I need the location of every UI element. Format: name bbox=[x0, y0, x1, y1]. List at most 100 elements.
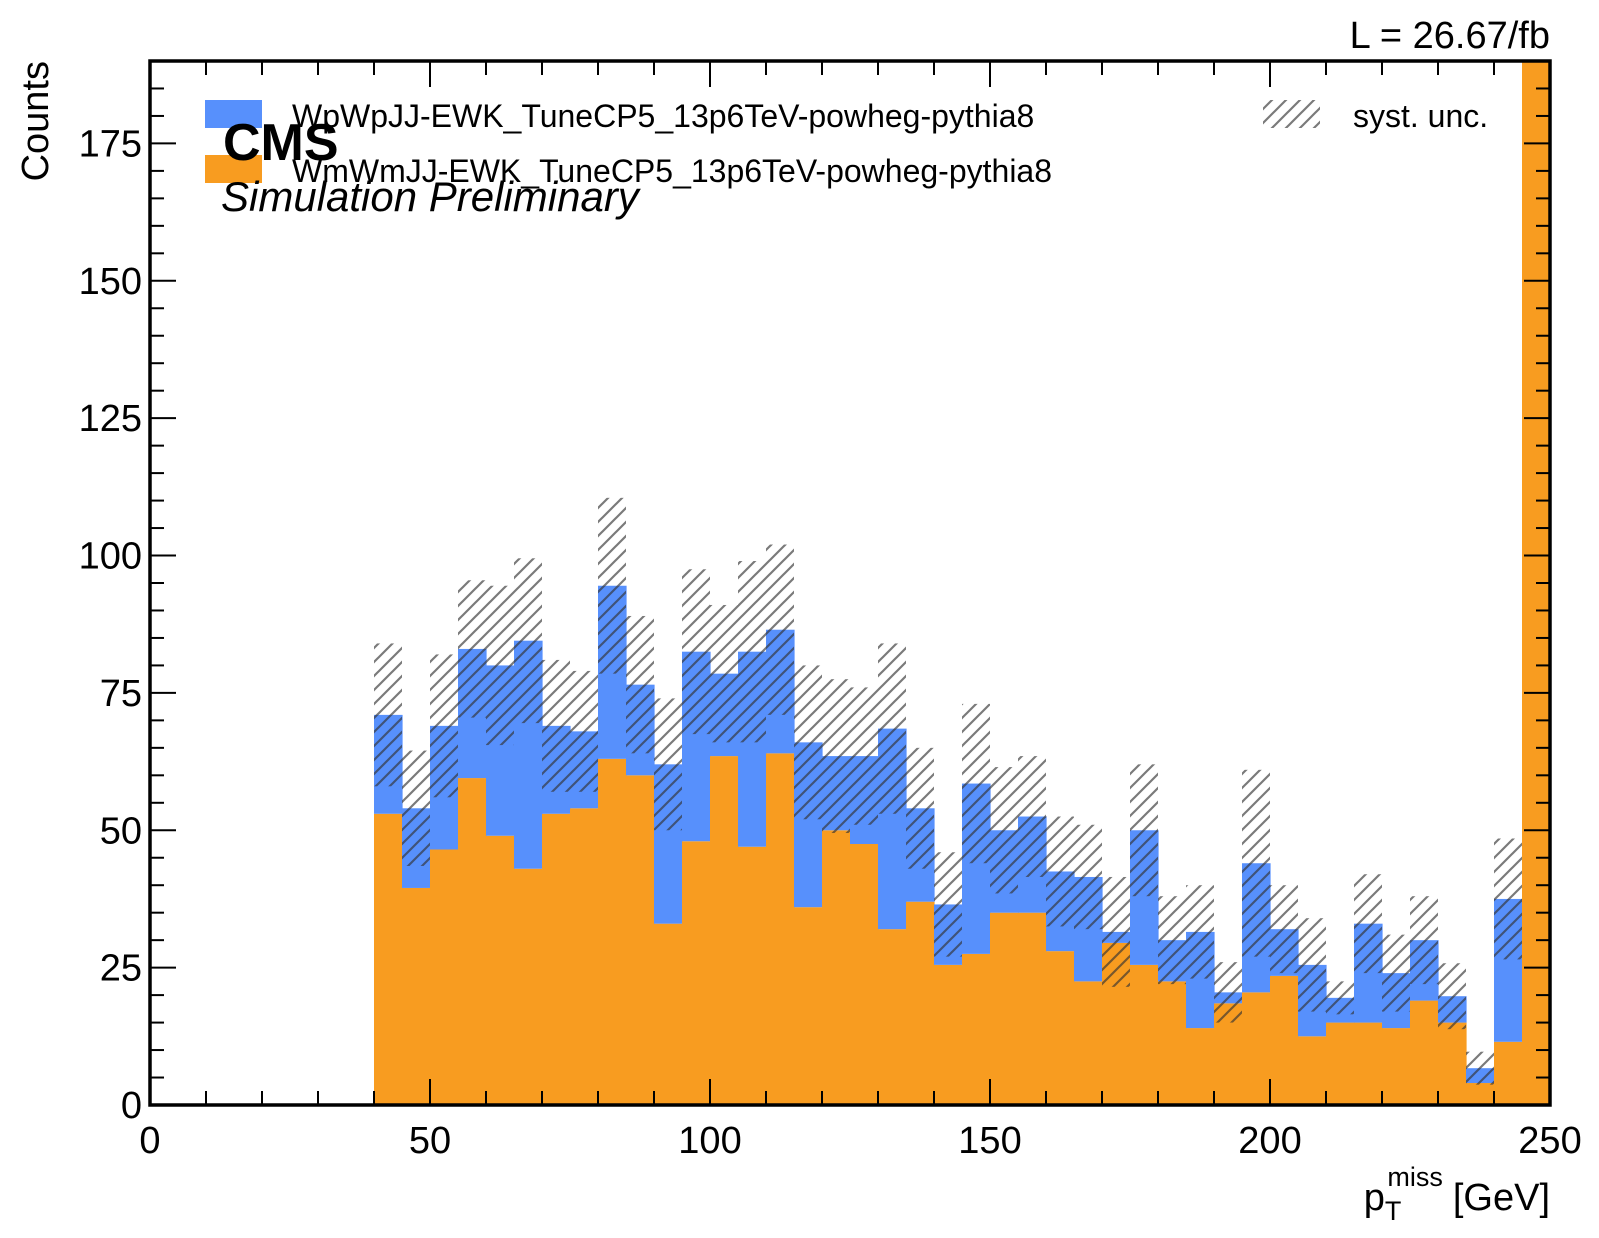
unc-band-bin-28 bbox=[1158, 896, 1186, 985]
unc-band-bin-37 bbox=[1410, 896, 1438, 985]
legend-swatch-unc bbox=[1263, 100, 1320, 128]
bar-wmwm-bin-34 bbox=[1326, 1022, 1355, 1105]
y-tick-label: 75 bbox=[100, 673, 142, 715]
y-tick-label: 0 bbox=[121, 1085, 142, 1127]
legend: WpWpJJ-EWK_TuneCP5_13p6TeV-powheg-pythia… bbox=[205, 98, 1488, 189]
bar-wmwm-bin-12 bbox=[710, 756, 739, 1105]
unc-band-bin-31 bbox=[1242, 769, 1270, 957]
unc-band-bin-4 bbox=[486, 585, 514, 746]
x-tick-label: 50 bbox=[409, 1120, 451, 1162]
x-tick-label: 200 bbox=[1238, 1120, 1301, 1162]
bar-wmwm-bin-37 bbox=[1410, 1000, 1439, 1105]
legend-label-wmwm: WmWmJJ-EWK_TuneCP5_13p6TeV-powheg-pythia… bbox=[292, 153, 1052, 189]
unc-band-bin-7 bbox=[570, 670, 598, 792]
legend-label-wpwp: WpWpJJ-EWK_TuneCP5_13p6TeV-powheg-pythia… bbox=[292, 98, 1034, 134]
unc-band-bin-25 bbox=[1074, 824, 1102, 930]
unc-band-bin-5 bbox=[514, 558, 542, 724]
axis-ticks bbox=[149, 60, 1551, 1106]
bar-wmwm-bin-18 bbox=[878, 929, 907, 1105]
bar-wmwm-bin-40 bbox=[1494, 1041, 1523, 1105]
bar-wmwm-bin-31 bbox=[1242, 992, 1271, 1105]
y-tick-label: 150 bbox=[79, 261, 142, 303]
bar-wmwm-bin-39 bbox=[1466, 1083, 1495, 1105]
unc-band-bin-34 bbox=[1326, 981, 1354, 1015]
bar-wmwm-bin-15 bbox=[794, 907, 823, 1105]
bar-wmwm-bin-10 bbox=[654, 923, 683, 1105]
x-axis-title-sup: miss bbox=[1387, 1162, 1443, 1192]
bar-wmwm-bin-16 bbox=[822, 830, 851, 1105]
bar-wmwm-bin-2 bbox=[430, 849, 459, 1105]
x-tick-label: 250 bbox=[1518, 1120, 1581, 1162]
unc-band-bin-22 bbox=[990, 767, 1018, 894]
y-tick-label: 25 bbox=[100, 948, 142, 990]
unc-band-bin-11 bbox=[682, 569, 710, 735]
y-tick-label: 100 bbox=[79, 536, 142, 578]
unc-band-bin-20 bbox=[934, 852, 962, 957]
legend-swatch-wmwm bbox=[205, 155, 262, 183]
y-tick-label: 125 bbox=[79, 398, 142, 440]
unc-band-bin-0 bbox=[374, 643, 402, 787]
y-tick-label: 50 bbox=[100, 810, 142, 852]
unc-band-bin-23 bbox=[1018, 756, 1046, 877]
unc-band-bin-36 bbox=[1382, 934, 1410, 1012]
unc-band-bin-9 bbox=[626, 615, 654, 754]
unc-band-bin-35 bbox=[1354, 874, 1382, 974]
legend-swatch-wpwp bbox=[205, 100, 262, 128]
unc-band-bin-3 bbox=[458, 580, 486, 718]
unc-band-bin-16 bbox=[822, 679, 850, 834]
x-tick-label: 150 bbox=[958, 1120, 1021, 1162]
x-axis-title-unit: [GeV] bbox=[1453, 1177, 1550, 1219]
bar-wmwm-bin-38 bbox=[1438, 1022, 1467, 1105]
bar-wmwm-bin-25 bbox=[1074, 981, 1103, 1105]
unc-band-bin-38 bbox=[1438, 963, 1466, 1030]
y-tick-labels: 0 25 50 75 100 125 150 175 bbox=[79, 123, 142, 1127]
bar-wmwm-bin-9 bbox=[626, 775, 655, 1105]
unc-band-bin-33 bbox=[1298, 918, 1326, 1012]
luminosity-label: L = 26.67/fb bbox=[1350, 15, 1550, 57]
y-tick-label: 175 bbox=[79, 123, 142, 165]
bar-wmwm-bin-4 bbox=[486, 835, 515, 1105]
x-axis-title-main: p bbox=[1364, 1177, 1385, 1219]
experiment-label: CMS bbox=[223, 114, 339, 172]
systematic-uncertainty-bands bbox=[374, 497, 1522, 1085]
unc-band-bin-17 bbox=[850, 687, 878, 825]
bar-wmwm-bin-7 bbox=[570, 808, 599, 1105]
x-tick-label: 0 bbox=[139, 1120, 160, 1162]
unc-band-bin-24 bbox=[1046, 816, 1074, 927]
unc-band-bin-13 bbox=[738, 561, 766, 743]
unc-band-bin-12 bbox=[710, 604, 738, 743]
bar-wmwm-bin-35 bbox=[1354, 1022, 1383, 1105]
bar-wmwm-bin-19 bbox=[906, 901, 935, 1105]
unc-band-bin-6 bbox=[542, 659, 570, 792]
x-tick-labels: 0 50 100 150 200 250 bbox=[139, 1120, 1581, 1162]
x-axis-title-sub: T bbox=[1385, 1196, 1402, 1226]
x-axis-title: pTmiss [GeV] bbox=[1364, 1162, 1550, 1226]
bar-wmwm-bin-20 bbox=[934, 964, 963, 1105]
bar-wmwm-bin-3 bbox=[458, 778, 487, 1105]
unc-band-bin-8 bbox=[598, 497, 626, 674]
unc-band-bin-40 bbox=[1494, 838, 1522, 960]
bar-wmwm-bin-24 bbox=[1046, 951, 1075, 1105]
bar-wmwm-bin-23 bbox=[1018, 912, 1047, 1105]
unc-band-bin-14 bbox=[766, 544, 794, 715]
unc-band-bin-27 bbox=[1130, 764, 1158, 897]
y-axis-title: Counts bbox=[15, 61, 57, 181]
bar-wmwm-bin-0 bbox=[374, 813, 403, 1105]
bar-wmwm-bin-13 bbox=[738, 846, 767, 1105]
bar-wmwm-bin-21 bbox=[962, 953, 991, 1105]
bar-wmwm-bin-14 bbox=[766, 753, 795, 1105]
x-tick-label: 100 bbox=[678, 1120, 741, 1162]
bar-wmwm-bin-6 bbox=[542, 813, 571, 1105]
unc-band-bin-21 bbox=[962, 703, 990, 864]
bar-wmwm-bin-8 bbox=[598, 758, 627, 1105]
bar-wmwm-bin-11 bbox=[682, 841, 711, 1105]
unc-band-bin-10 bbox=[654, 698, 682, 831]
bar-wmwm-bin-36 bbox=[1382, 1028, 1411, 1105]
bar-wmwm-bin-1 bbox=[402, 887, 431, 1105]
bar-wmwm-bin-27 bbox=[1130, 964, 1159, 1105]
bar-wmwm-bin-5 bbox=[514, 868, 543, 1105]
unc-band-bin-2 bbox=[430, 654, 458, 798]
bar-wmwm-bin-28 bbox=[1158, 981, 1187, 1105]
unc-band-bin-19 bbox=[906, 747, 934, 869]
